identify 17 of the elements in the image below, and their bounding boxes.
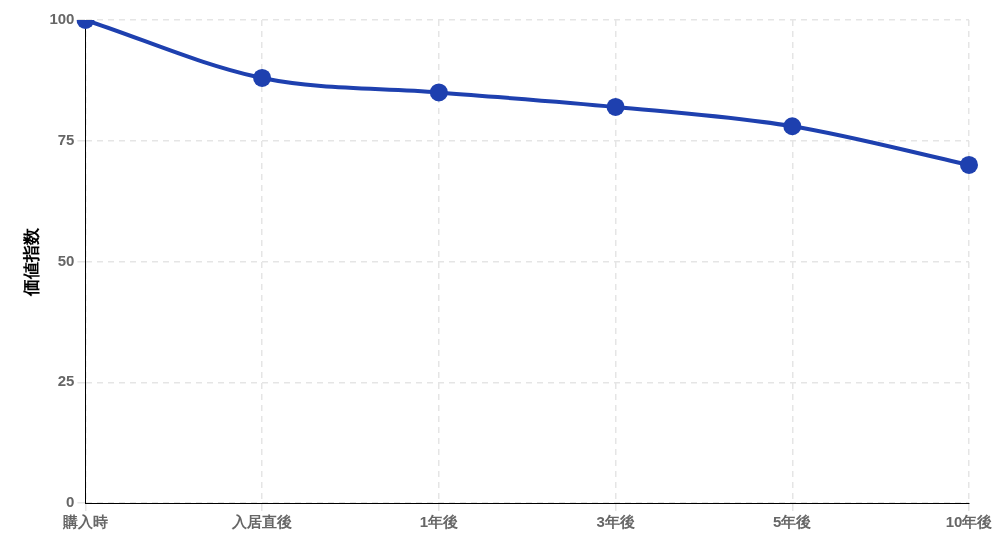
y-tick-label: 0: [66, 493, 75, 511]
y-tick-label: 75: [57, 130, 75, 148]
x-tick-label: 購入時: [61, 513, 108, 531]
x-tick-label: 5年後: [773, 513, 812, 531]
x-tick-label: 1年後: [419, 513, 459, 531]
x-tick-label: 10年後: [945, 513, 993, 531]
point: [783, 117, 802, 136]
point: [429, 83, 448, 102]
x-tick-label: 3年後: [596, 513, 635, 531]
y-tick-label: 25: [57, 372, 75, 390]
point: [253, 68, 272, 87]
point: [606, 97, 625, 116]
y-tick-label: 100: [49, 10, 75, 28]
point: [960, 155, 978, 174]
x-tick-label: 入居直後: [231, 513, 293, 531]
y-axis-title: 価値指数: [21, 226, 41, 297]
y-tick-label: 50: [57, 251, 75, 269]
